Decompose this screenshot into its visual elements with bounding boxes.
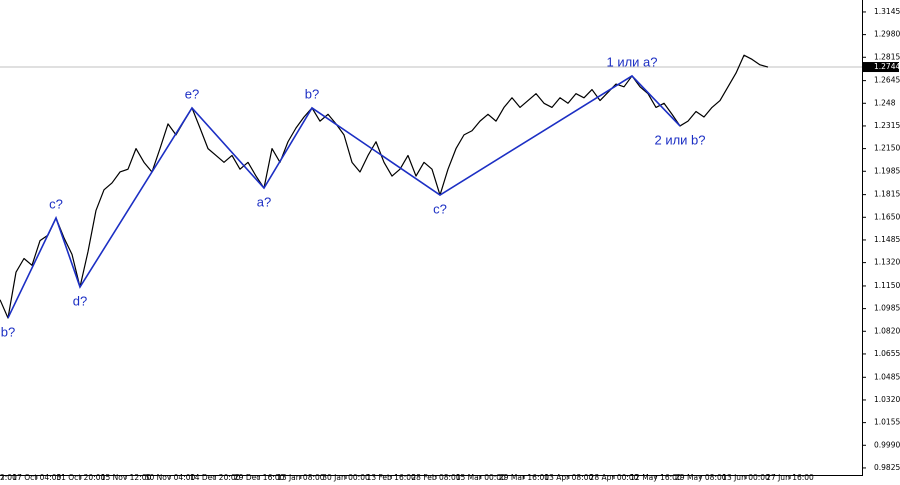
- x-tick-label: 15 Nov 12:00: [101, 473, 152, 482]
- x-tick-label: 28 Feb 08:00: [411, 473, 460, 482]
- x-tick-label: 17 Oct 04:00: [12, 473, 61, 482]
- y-tick-label: 1.0320: [874, 395, 900, 404]
- x-tick-label: 13 Jan 08:00: [277, 473, 325, 482]
- x-tick-label: 2:00: [0, 473, 17, 482]
- y-tick-label: 1.2645: [874, 76, 900, 85]
- wave-label: c?: [433, 201, 447, 216]
- x-tick-label: 27 Jun 16:00: [766, 473, 814, 482]
- y-tick-label: 1.2815: [874, 52, 900, 61]
- y-tick-label: 1.1985: [874, 166, 900, 175]
- y-tick-label: 1.2150: [874, 144, 900, 153]
- x-tick-label: 13 Feb 16:00: [367, 473, 416, 482]
- x-tick-label: 29 May 08:00: [675, 473, 727, 482]
- x-tick-label: 13 Jun 00:00: [722, 473, 770, 482]
- wave-label: a?: [257, 194, 271, 209]
- x-tick-label: 30 Nov 04:00: [145, 473, 196, 482]
- price-line: [0, 54, 769, 319]
- y-tick-label: 1.1650: [874, 212, 900, 221]
- y-tick-label: 1.3145: [874, 7, 900, 16]
- y-tick-label: 1.2315: [874, 121, 900, 130]
- x-tick-label: 15 Mar 00:00: [456, 473, 506, 482]
- y-tick-label: 1.0985: [874, 304, 900, 313]
- wave-line: [7, 74, 681, 319]
- y-tick-label: 1.2980: [874, 30, 900, 39]
- x-tick-label: 30 Jan 00:00: [322, 473, 370, 482]
- y-tick-label: 0.9825: [874, 463, 900, 472]
- x-tick-label: 31 Oct 20:00: [56, 473, 105, 482]
- y-tick-label: 1.0820: [874, 326, 900, 335]
- wave-label: c?: [49, 196, 63, 211]
- y-tick-label: 1.1485: [874, 235, 900, 244]
- x-tick-label: 12 May 16:00: [630, 473, 682, 482]
- x-tick-label: 29 Dec 16:00: [234, 473, 285, 482]
- y-tick-label: 1.0655: [874, 349, 900, 358]
- wave-label: b?: [305, 86, 319, 101]
- wave-label: b?: [1, 324, 15, 339]
- x-tick-label: 13 Apr 08:00: [544, 473, 593, 482]
- wave-label: 2 или b?: [654, 132, 705, 147]
- wave-label: d?: [73, 293, 87, 308]
- x-tick-label: 29 Mar 16:00: [499, 473, 549, 482]
- y-tick-label: 1.0485: [874, 372, 900, 381]
- y-tick-label: 0.9990: [874, 440, 900, 449]
- y-tick-label: 1.248: [874, 98, 896, 107]
- current-price-label: 1.2744: [874, 62, 900, 71]
- y-tick-label: 1.1150: [874, 281, 900, 290]
- x-tick-label: 28 Apr 00:00: [590, 473, 639, 482]
- wave-label: 1 или a?: [606, 54, 657, 69]
- current-price-box: [863, 62, 899, 73]
- wave-label: e?: [185, 86, 199, 101]
- y-tick-label: 1.0155: [874, 418, 900, 427]
- y-tick-label: 1.1815: [874, 190, 900, 199]
- y-tick-label: 1.1320: [874, 258, 900, 267]
- x-tick-label: 14 Dec 20:00: [190, 473, 241, 482]
